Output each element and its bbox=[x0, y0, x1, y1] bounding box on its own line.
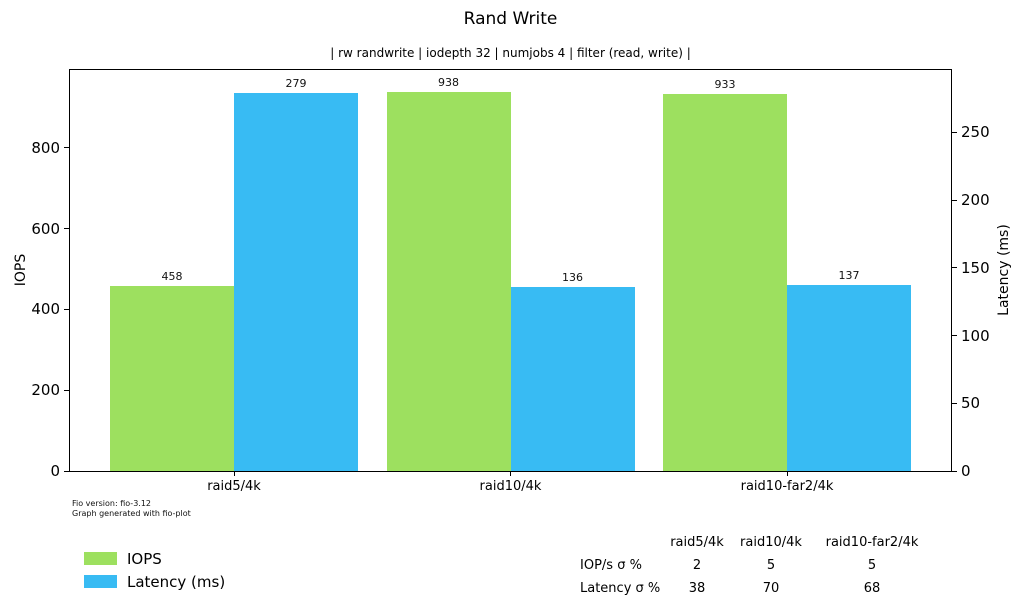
iops-legend-swatch bbox=[84, 552, 117, 565]
left-y-tick-mark bbox=[64, 147, 70, 149]
legend: IOPS Latency (ms) bbox=[84, 547, 225, 593]
stats-value: 38 bbox=[688, 581, 706, 596]
right-y-tick-label: 200 bbox=[961, 191, 990, 210]
stats-value: 5 bbox=[766, 558, 776, 573]
bar-value-label: 933 bbox=[714, 78, 736, 91]
stats-value: 68 bbox=[863, 581, 881, 596]
stats-value: 2 bbox=[692, 558, 702, 573]
stats-value: 5 bbox=[867, 558, 877, 573]
right-y-tick-label: 50 bbox=[961, 394, 981, 413]
stats-col-header: raid5/4k bbox=[670, 535, 724, 550]
left-y-tick-label: 0 bbox=[50, 462, 60, 480]
bar-value-label: 458 bbox=[161, 270, 183, 283]
x-tick-mark bbox=[233, 471, 235, 476]
x-tick-label: raid5/4k bbox=[207, 479, 261, 494]
left-y-tick-label: 600 bbox=[31, 219, 60, 238]
footer-line-fio-version: Fio version: fio-3.12 bbox=[72, 499, 151, 508]
legend-item-iops: IOPS bbox=[84, 547, 225, 570]
iops-legend-label: IOPS bbox=[127, 549, 162, 568]
x-tick-label: raid10/4k bbox=[479, 479, 542, 494]
right-y-tick-mark bbox=[951, 131, 957, 133]
left-y-tick-label: 200 bbox=[31, 381, 60, 400]
stats-col-header: raid10-far2/4k bbox=[825, 535, 919, 550]
stats-table: raid5/4k raid10/4k raid10-far2/4k IOP/s … bbox=[580, 531, 944, 600]
bar-iops-raid5-4k bbox=[110, 286, 234, 471]
right-y-tick-mark bbox=[951, 267, 957, 269]
chart-title: Rand Write bbox=[463, 9, 558, 29]
footer-note: Fio version: fio-3.12 Graph generated wi… bbox=[72, 499, 191, 519]
right-y-tick-mark bbox=[951, 402, 957, 404]
stats-value: 70 bbox=[762, 581, 780, 596]
x-tick-mark bbox=[786, 471, 788, 476]
right-y-tick-label: 150 bbox=[961, 258, 990, 277]
left-y-tick-mark bbox=[64, 389, 70, 391]
left-y-tick-mark bbox=[64, 228, 70, 230]
right-y-tick-label: 100 bbox=[961, 326, 990, 345]
bar-latency-ms--raid10-far2-4k bbox=[787, 285, 911, 471]
right-y-tick-mark bbox=[951, 199, 957, 201]
right-axis-label: Latency (ms) bbox=[996, 224, 1012, 316]
latency-legend-swatch bbox=[84, 575, 117, 588]
left-y-tick-label: 400 bbox=[31, 300, 60, 319]
x-tick-mark bbox=[510, 471, 511, 476]
bar-value-label: 136 bbox=[562, 271, 583, 284]
latency-legend-label: Latency (ms) bbox=[127, 572, 226, 591]
left-y-tick-mark bbox=[64, 308, 70, 310]
bar-iops-raid10-far2-4k bbox=[663, 94, 787, 471]
right-y-tick-label: 0 bbox=[961, 462, 971, 480]
bar-latency-ms--raid10-4k bbox=[510, 287, 635, 471]
bar-value-label: 938 bbox=[438, 76, 459, 89]
plot-area: 458 938 933 279 136 137 bbox=[70, 70, 951, 471]
stats-row-label-latency-sigma: Latency σ % bbox=[580, 581, 661, 596]
right-y-tick-mark bbox=[951, 335, 957, 337]
bar-iops-raid10-4k bbox=[386, 92, 511, 471]
stats-corner-cell bbox=[580, 531, 652, 554]
bar-value-label: 137 bbox=[838, 269, 860, 282]
stats-col-header: raid10/4k bbox=[740, 535, 802, 550]
bar-latency-ms--raid5-4k bbox=[234, 93, 358, 471]
right-y-tick-label: 250 bbox=[961, 123, 990, 142]
footer-line-generator: Graph generated with fio-plot bbox=[72, 509, 191, 518]
left-y-tick-label: 800 bbox=[31, 138, 60, 157]
bar-value-label: 279 bbox=[285, 77, 307, 90]
legend-item-latency: Latency (ms) bbox=[84, 570, 225, 593]
right-y-tick-mark bbox=[951, 470, 957, 472]
stats-row-label-iops-sigma: IOP/s σ % bbox=[580, 558, 642, 573]
left-y-tick-mark bbox=[64, 470, 70, 472]
chart-subtitle: | rw randwrite | iodepth 32 | numjobs 4 … bbox=[330, 46, 691, 60]
left-axis-label: IOPS bbox=[13, 253, 29, 287]
x-tick-label: raid10-far2/4k bbox=[740, 479, 834, 494]
